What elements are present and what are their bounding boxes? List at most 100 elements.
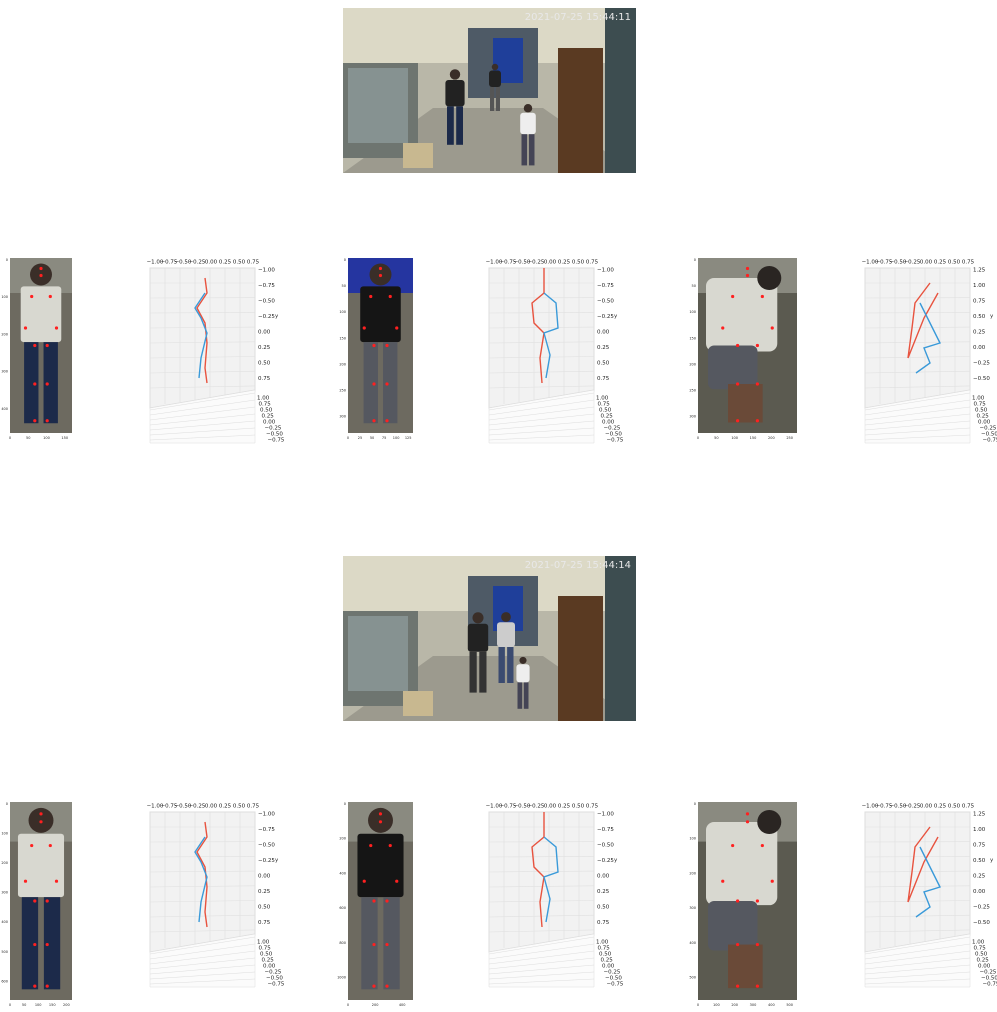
keypoint — [385, 985, 388, 988]
person-leg — [24, 342, 38, 423]
crop-x-tick-label: 200 — [372, 1003, 379, 1007]
z-tick-label: −1.00 — [258, 268, 275, 274]
video-frame: 2021-07-25 15:44:11 — [343, 8, 636, 173]
x-tick-label: 0.75 — [247, 804, 260, 810]
keypoint — [736, 899, 739, 902]
keypoint — [385, 943, 388, 946]
keypoint — [736, 943, 739, 946]
z-tick-label: −0.75 — [258, 283, 275, 289]
crop-x-tick-label: 200 — [63, 1003, 70, 1007]
z-tick-label: 0.00 — [258, 330, 271, 336]
keypoint — [756, 985, 759, 988]
person-torso — [520, 113, 536, 134]
keypoint — [372, 899, 375, 902]
keypoint — [756, 382, 759, 385]
y-tick-label: −0.75 — [268, 438, 285, 444]
person-leg — [383, 897, 399, 989]
crop-y-tick-label: 1000 — [337, 976, 346, 980]
keypoint — [46, 985, 49, 988]
keypoint — [756, 419, 759, 422]
crop-x-tick-label: 0 — [9, 436, 11, 440]
y-tick-label: −0.75 — [607, 438, 624, 444]
y-tick-label: −0.75 — [983, 438, 997, 444]
crop-x-tick-label: 400 — [399, 1003, 406, 1007]
axis-label: y — [275, 858, 279, 864]
crop-x-tick-label: 100 — [43, 436, 50, 440]
keypoint — [55, 326, 58, 329]
crop-y-tick-label: 500 — [689, 976, 696, 980]
keypoint — [746, 820, 749, 823]
crop-x-tick-label: 125 — [405, 436, 412, 440]
keypoint — [46, 419, 49, 422]
x-tick-label: 0.00 — [205, 804, 218, 810]
crop-x-tick-label: 0 — [347, 1003, 349, 1007]
crop-y-tick-label: 150 — [689, 336, 696, 340]
crop-x-tick-label: 250 — [786, 436, 793, 440]
crop-x-tick-label: 200 — [731, 1003, 738, 1007]
crop-x-tick-label: 400 — [768, 1003, 775, 1007]
keypoint — [379, 820, 382, 823]
person-leg — [522, 134, 528, 165]
x-tick-label: 0.75 — [586, 260, 599, 266]
timestamp: 2021-07-25 15:44:11 — [525, 12, 631, 23]
person-leg — [507, 647, 513, 683]
crop-y-tick-label: 400 — [1, 920, 8, 924]
keypoint — [721, 880, 724, 883]
keypoint — [372, 344, 375, 347]
person-leg — [490, 87, 494, 111]
keypoint — [39, 267, 42, 270]
crop-y-tick-label: 100 — [689, 837, 696, 841]
person-head — [450, 69, 460, 79]
crop-x-tick-label: 50 — [26, 436, 30, 440]
person-head — [492, 64, 499, 71]
crop-y-tick-label: 0 — [344, 802, 346, 806]
person-leg — [479, 652, 486, 693]
person-shorts — [708, 346, 758, 390]
crop-x-tick-label: 75 — [382, 436, 386, 440]
crop-y-tick-label: 400 — [689, 941, 696, 945]
x-tick-label: −0.25 — [189, 260, 206, 266]
z-tick-label: 0.25 — [258, 889, 271, 895]
keypoint — [46, 382, 49, 385]
keypoint — [761, 844, 764, 847]
crop-x-tick-label: 25 — [358, 436, 362, 440]
crop-y-tick-label: 300 — [689, 906, 696, 910]
keypoint — [39, 274, 42, 277]
z-tick-label: −0.25 — [258, 858, 275, 864]
crop-y-tick-label: 100 — [1, 295, 8, 299]
crop-y-tick-label: 400 — [339, 871, 346, 875]
x-tick-label: 0.50 — [572, 260, 585, 266]
x-tick-label: 0.25 — [219, 804, 232, 810]
z-tick-label: 0.00 — [973, 345, 986, 351]
crop-x-tick-label: 50 — [22, 1003, 26, 1007]
x-tick-label: 0.25 — [558, 804, 571, 810]
person-leg — [361, 897, 377, 989]
x-tick-label: −0.25 — [189, 804, 206, 810]
crop-x-tick-label: 0 — [697, 1003, 699, 1007]
person-head — [472, 612, 483, 623]
z-tick-label: 0.75 — [258, 376, 271, 382]
boxes — [403, 691, 433, 716]
z-tick-label: 0.00 — [597, 874, 610, 880]
z-tick-label: 0.75 — [973, 299, 986, 305]
y-tick-label: −0.75 — [983, 982, 997, 988]
keypoint — [369, 844, 372, 847]
keypoint — [746, 274, 749, 277]
z-tick-label: 0.75 — [597, 376, 610, 382]
keypoint — [39, 812, 42, 815]
x-tick-label: 0.50 — [572, 804, 585, 810]
x-tick-label: −0.25 — [528, 804, 545, 810]
person-leg — [44, 342, 58, 423]
x-tick-label: 0.50 — [233, 804, 246, 810]
keypoint — [379, 812, 382, 815]
person-leg — [499, 647, 505, 683]
crop-x-tick-label: 100 — [731, 436, 738, 440]
z-tick-label: 0.75 — [258, 920, 271, 926]
